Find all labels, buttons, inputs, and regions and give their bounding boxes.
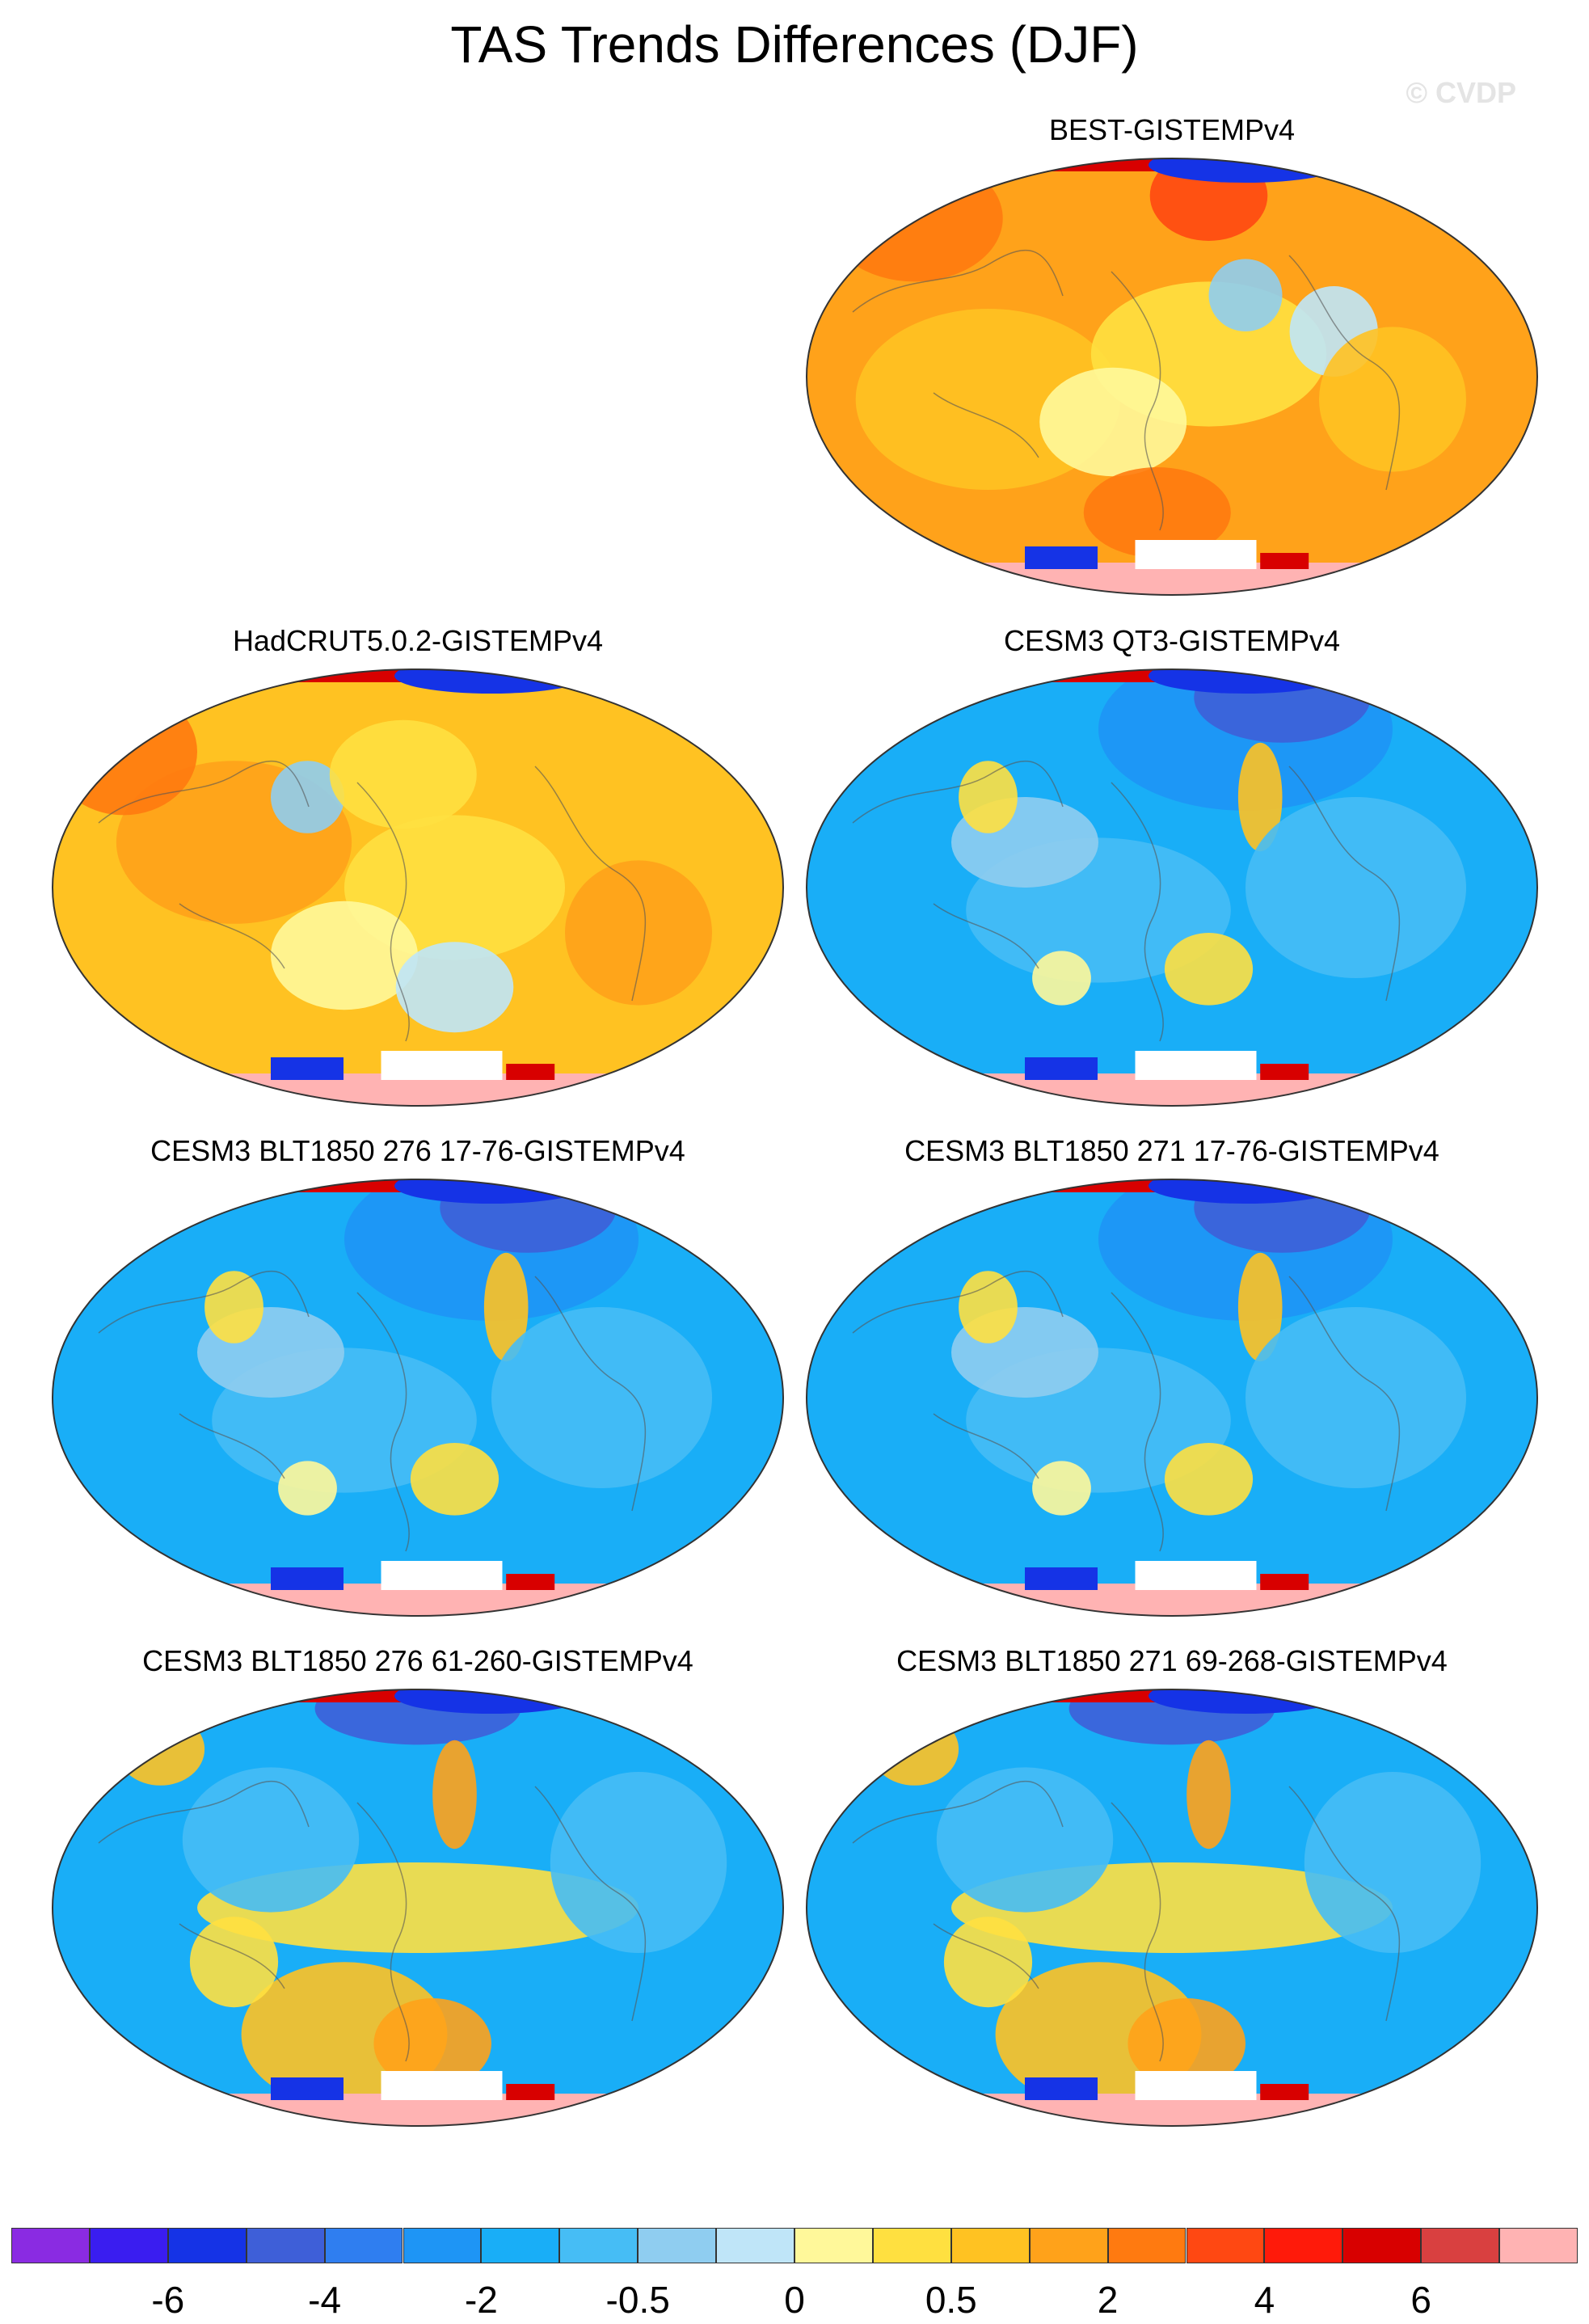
map-field (807, 1689, 1537, 2126)
map-panel-blt271-17-76: CESM3 BLT1850 271 17-76-GISTEMPv4 (804, 1134, 1540, 1619)
colorbar-box (167, 2228, 247, 2263)
colorbar-box (716, 2228, 794, 2263)
panel-title: CESM3 BLT1850 271 69-268-GISTEMPv4 (896, 1644, 1448, 1677)
colorbar-box (559, 2228, 639, 2263)
panel-title: CESM3 BLT1850 271 17-76-GISTEMPv4 (904, 1134, 1439, 1167)
map-field (807, 1179, 1537, 1616)
colorbar-tick-label: 0.5 (925, 2279, 977, 2321)
colorbar-tick-label: -2 (464, 2279, 498, 2321)
colorbar-tick-label: -6 (151, 2279, 185, 2321)
colorbar-box (1342, 2228, 1422, 2263)
map-field (53, 1179, 783, 1616)
colorbar-tick-label: 6 (1410, 2279, 1431, 2321)
colorbar-box (1186, 2228, 1265, 2263)
colorbar-box (11, 2228, 90, 2263)
map-field (53, 669, 783, 1106)
panel-title: CESM3 QT3-GISTEMPv4 (1003, 624, 1341, 657)
map-cesm3-qt3 (806, 669, 1538, 1107)
colorbar-box (1107, 2228, 1186, 2263)
colorbar-box (794, 2228, 873, 2263)
map-panel-best: BEST-GISTEMPv4 (804, 113, 1540, 598)
map-hadcrut (52, 669, 784, 1107)
colorbar-box (950, 2228, 1030, 2263)
cvdp-watermark: © CVDP (1406, 76, 1516, 109)
colorbar (11, 2228, 1578, 2263)
colorbar-box (1264, 2228, 1343, 2263)
map-field (807, 158, 1537, 595)
panel-title: CESM3 BLT1850 276 61-260-GISTEMPv4 (142, 1644, 693, 1677)
colorbar-box (246, 2228, 325, 2263)
panel-title: BEST-GISTEMPv4 (1048, 113, 1296, 146)
map-blt271-69-268 (806, 1689, 1538, 2127)
colorbar-tick-label: 4 (1254, 2279, 1275, 2321)
map-best (806, 158, 1538, 596)
colorbar-box (1499, 2228, 1578, 2263)
colorbar-box (89, 2228, 168, 2263)
colorbar-box (1029, 2228, 1108, 2263)
colorbar-box (403, 2228, 482, 2263)
colorbar-tick-label: 0 (784, 2279, 805, 2321)
colorbar-box (638, 2228, 717, 2263)
map-panel-blt271-69-268: CESM3 BLT1850 271 69-268-GISTEMPv4 (804, 1644, 1540, 2129)
map-field (53, 1689, 783, 2126)
panel-title: CESM3 BLT1850 276 17-76-GISTEMPv4 (150, 1134, 685, 1167)
colorbar-tick-label: -0.5 (605, 2279, 670, 2321)
map-panel-blt276-61-260: CESM3 BLT1850 276 61-260-GISTEMPv4 (50, 1644, 786, 2129)
figure-title: TAS Trends Differences (DJF) (450, 15, 1139, 74)
map-field (807, 669, 1537, 1106)
map-panel-hadcrut: HadCRUT5.0.2-GISTEMPv4 (50, 624, 786, 1109)
panel-title: HadCRUT5.0.2-GISTEMPv4 (232, 624, 604, 657)
colorbar-box (481, 2228, 560, 2263)
map-blt271-17-76 (806, 1179, 1538, 1617)
colorbar-box (324, 2228, 403, 2263)
map-panel-cesm3-qt3: CESM3 QT3-GISTEMPv4 (804, 624, 1540, 1109)
colorbar-tick-label: -4 (308, 2279, 342, 2321)
colorbar-box (1421, 2228, 1500, 2263)
map-blt276-17-76 (52, 1179, 784, 1617)
map-panel-blt276-17-76: CESM3 BLT1850 276 17-76-GISTEMPv4 (50, 1134, 786, 1619)
colorbar-tick-label: 2 (1097, 2279, 1119, 2321)
map-blt276-61-260 (52, 1689, 784, 2127)
colorbar-box (872, 2228, 951, 2263)
